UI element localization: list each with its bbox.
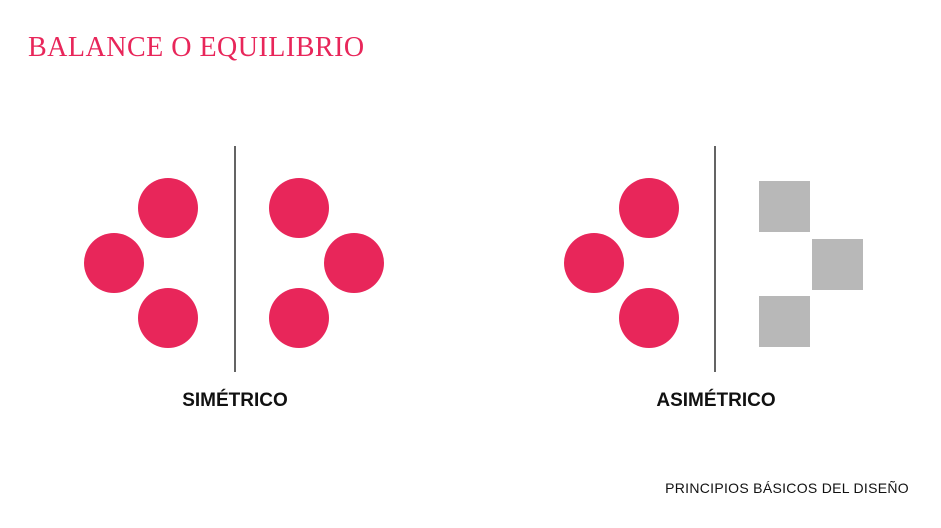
asymmetric-example xyxy=(564,146,863,372)
circle-right-top xyxy=(269,178,329,238)
page-title: BALANCE O EQUILIBRIO xyxy=(28,32,365,63)
circle-left-top xyxy=(138,178,198,238)
circle-right-bottom xyxy=(269,288,329,348)
footer-caption: PRINCIPIOS BÁSICOS DEL DISEÑO xyxy=(665,480,909,496)
symmetric-example xyxy=(84,146,384,372)
circle-asym-top xyxy=(619,178,679,238)
asymmetric-label: ASIMÉTRICO xyxy=(656,390,776,411)
circle-left-bottom xyxy=(138,288,198,348)
square-bottom xyxy=(759,296,810,347)
square-top xyxy=(759,181,810,232)
circle-right-middle xyxy=(324,233,384,293)
square-middle xyxy=(812,239,863,290)
circle-asym-middle xyxy=(564,233,624,293)
symmetric-label: SIMÉTRICO xyxy=(182,390,288,411)
circle-left-middle xyxy=(84,233,144,293)
circle-asym-bottom xyxy=(619,288,679,348)
